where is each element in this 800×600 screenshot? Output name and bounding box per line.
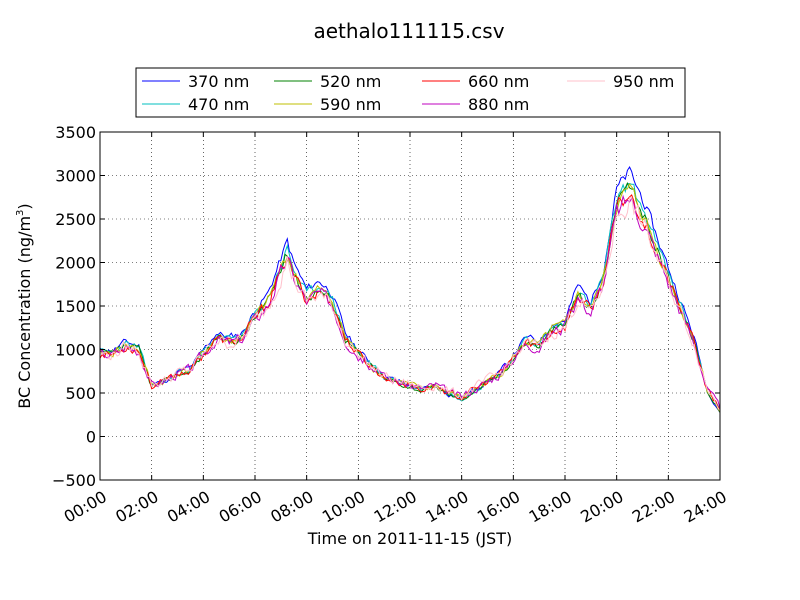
plot-lines <box>99 165 721 413</box>
y-tick-label: 0 <box>86 428 96 447</box>
y-axis-label-end: ) <box>15 203 34 209</box>
legend-box <box>135 67 686 118</box>
series-line <box>99 196 721 411</box>
y-tick-label: 1000 <box>55 341 96 360</box>
y-tick-label: 500 <box>65 384 96 403</box>
legend-entry: 470 nm <box>188 95 249 114</box>
legend-entry: 660 nm <box>468 72 529 91</box>
chart-title: aethalo111115.csv <box>313 19 504 43</box>
series-line <box>99 182 721 412</box>
grid <box>100 132 720 480</box>
x-axis-label: Time on 2011-11-15 (JST) <box>307 529 512 548</box>
legend-entry: 520 nm <box>320 72 381 91</box>
y-tick-label: 1500 <box>55 297 96 316</box>
y-tick-label: −500 <box>52 471 96 490</box>
legend-entry: 370 nm <box>188 72 249 91</box>
y-axis-label-superscript: 3 <box>15 210 26 216</box>
y-tick-label: 2500 <box>55 210 96 229</box>
y-axis-label: BC Concentration (ng/m3) <box>15 203 34 408</box>
y-axis-ticks: −500 0 500 1000 1500 2000 2500 3000 3500 <box>52 123 720 490</box>
y-tick-label: 3000 <box>55 167 96 186</box>
y-axis-label-main: BC Concentration (ng/m <box>15 216 34 409</box>
legend-entry: 590 nm <box>320 95 381 114</box>
legend-entry: 950 nm <box>613 72 674 91</box>
legend-entry: 880 nm <box>468 95 529 114</box>
y-tick-label: 2000 <box>55 254 96 273</box>
y-tick-label: 3500 <box>55 123 96 142</box>
legend: 370 nm 470 nm 520 nm 590 nm 660 nm 880 nm 950 … <box>135 67 686 118</box>
